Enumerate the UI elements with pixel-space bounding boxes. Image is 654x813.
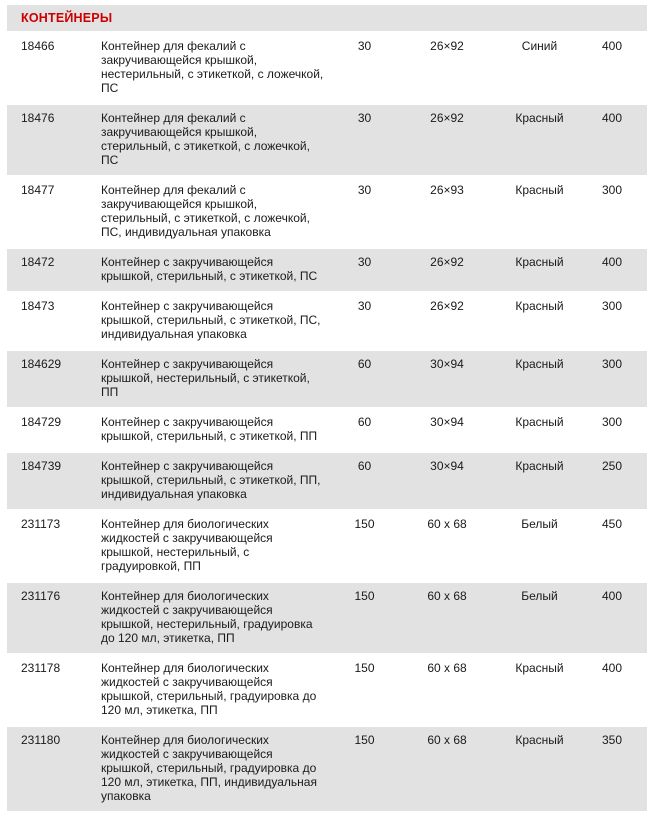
dimensions-cell: 26×92: [430, 255, 464, 269]
article-number-cell: 231178: [21, 661, 61, 675]
description-cell: Контейнер с закручивающейся крышкой, сте…: [101, 415, 318, 443]
article-number-cell: 184739: [21, 459, 62, 473]
description-cell: Контейнер с закручивающейся крышкой, сте…: [101, 255, 318, 283]
cap-color-cell: Красный: [515, 357, 564, 371]
dimensions-cell: 60 x 68: [427, 517, 467, 531]
description-cell: Контейнер с закручивающейся крышкой, сте…: [101, 299, 321, 341]
table-row: 18477 Контейнер для фекалий с закручиваю…: [7, 177, 647, 249]
table-body: 18466 Контейнер для фекалий с закручиваю…: [7, 33, 647, 813]
dimensions-cell: 26×93: [430, 183, 464, 197]
description-cell: Контейнер с закручивающейся крышкой, сте…: [101, 459, 321, 501]
volume-cell: 60: [357, 357, 372, 371]
volume-cell: 150: [354, 733, 375, 747]
quantity-cell: 300: [601, 357, 623, 371]
table-row: 18466 Контейнер для фекалий с закручиваю…: [7, 33, 647, 105]
article-number-cell: 184629: [21, 357, 62, 371]
cap-color-cell: Красный: [515, 183, 564, 197]
volume-cell: 30: [357, 183, 372, 197]
cap-color-cell: Красный: [515, 661, 564, 675]
table-row: 18472 Контейнер с закручивающейся крышко…: [7, 249, 647, 293]
dimensions-cell: 26×92: [430, 299, 464, 313]
article-number-cell: 18476: [21, 111, 55, 125]
article-number-cell: 231176: [21, 589, 61, 603]
cap-color-cell: Красный: [515, 299, 564, 313]
cap-color-cell: Белый: [521, 517, 558, 531]
volume-cell: 60: [357, 459, 372, 473]
description-cell: Контейнер с закручивающейся крышкой, нес…: [101, 357, 310, 399]
table-row: 231178 Контейнер для биологических жидко…: [7, 655, 647, 727]
quantity-cell: 400: [601, 661, 623, 675]
table-row: 231173 Контейнер для биологических жидко…: [7, 511, 647, 583]
dimensions-cell: 60 x 68: [427, 589, 467, 603]
dimensions-cell: 60 x 68: [427, 733, 467, 747]
quantity-cell: 450: [601, 517, 623, 531]
dimensions-cell: 30×94: [430, 357, 464, 371]
volume-cell: 30: [357, 111, 372, 125]
section-title: КОНТЕЙНЕРЫ: [21, 11, 113, 25]
volume-cell: 30: [357, 255, 372, 269]
description-cell: Контейнер для фекалий с закручивающейся …: [101, 111, 310, 167]
cap-color-cell: Синий: [521, 39, 558, 53]
article-number-cell: 184729: [21, 415, 62, 429]
table-row: 18476 Контейнер для фекалий с закручиваю…: [7, 105, 647, 177]
article-number-cell: 231173: [21, 517, 61, 531]
cap-color-cell: Красный: [515, 733, 564, 747]
article-number-cell: 231180: [21, 733, 61, 747]
description-cell: Контейнер для фекалий с закручивающейся …: [101, 39, 324, 95]
table-row: 231180 Контейнер для биологических жидко…: [7, 727, 647, 813]
quantity-cell: 300: [601, 183, 623, 197]
containers-catalog-table: КОНТЕЙНЕРЫ 18466 Контейнер для фекалий с…: [7, 5, 647, 813]
description-cell: Контейнер для биологических жидкостей с …: [101, 589, 313, 645]
volume-cell: 150: [354, 661, 375, 675]
article-number-cell: 18466: [21, 39, 55, 53]
dimensions-cell: 30×94: [430, 459, 464, 473]
description-cell: Контейнер для фекалий с закручивающейся …: [101, 183, 310, 239]
cap-color-cell: Красный: [515, 459, 564, 473]
description-cell: Контейнер для биологических жидкостей с …: [101, 661, 317, 717]
description-cell: Контейнер для биологических жидкостей с …: [101, 517, 273, 573]
table-row: 18473 Контейнер с закручивающейся крышко…: [7, 293, 647, 351]
volume-cell: 30: [357, 39, 372, 53]
quantity-cell: 250: [601, 459, 623, 473]
volume-cell: 60: [357, 415, 372, 429]
quantity-cell: 400: [601, 111, 623, 125]
quantity-cell: 300: [601, 299, 623, 313]
volume-cell: 30: [357, 299, 372, 313]
quantity-cell: 400: [601, 39, 623, 53]
dimensions-cell: 30×94: [430, 415, 464, 429]
dimensions-cell: 26×92: [430, 39, 464, 53]
volume-cell: 150: [354, 517, 375, 531]
dimensions-cell: 60 x 68: [427, 661, 467, 675]
cap-color-cell: Красный: [515, 111, 564, 125]
table-row: 184729 Контейнер с закручивающейся крышк…: [7, 409, 647, 453]
cap-color-cell: Красный: [515, 415, 564, 429]
cap-color-cell: Красный: [515, 255, 564, 269]
article-number-cell: 18473: [21, 299, 55, 313]
quantity-cell: 300: [601, 415, 623, 429]
description-cell: Контейнер для биологических жидкостей с …: [101, 733, 317, 803]
article-number-cell: 18477: [21, 183, 55, 197]
quantity-cell: 350: [601, 733, 623, 747]
table-row: 184629 Контейнер с закручивающейся крышк…: [7, 351, 647, 409]
volume-cell: 150: [354, 589, 375, 603]
table-row: 231176 Контейнер для биологических жидко…: [7, 583, 647, 655]
dimensions-cell: 26×92: [430, 111, 464, 125]
quantity-cell: 400: [601, 589, 623, 603]
quantity-cell: 400: [601, 255, 623, 269]
section-header-row: КОНТЕЙНЕРЫ: [7, 5, 647, 33]
cap-color-cell: Белый: [521, 589, 558, 603]
article-number-cell: 18472: [21, 255, 55, 269]
table-row: 184739 Контейнер с закручивающейся крышк…: [7, 453, 647, 511]
